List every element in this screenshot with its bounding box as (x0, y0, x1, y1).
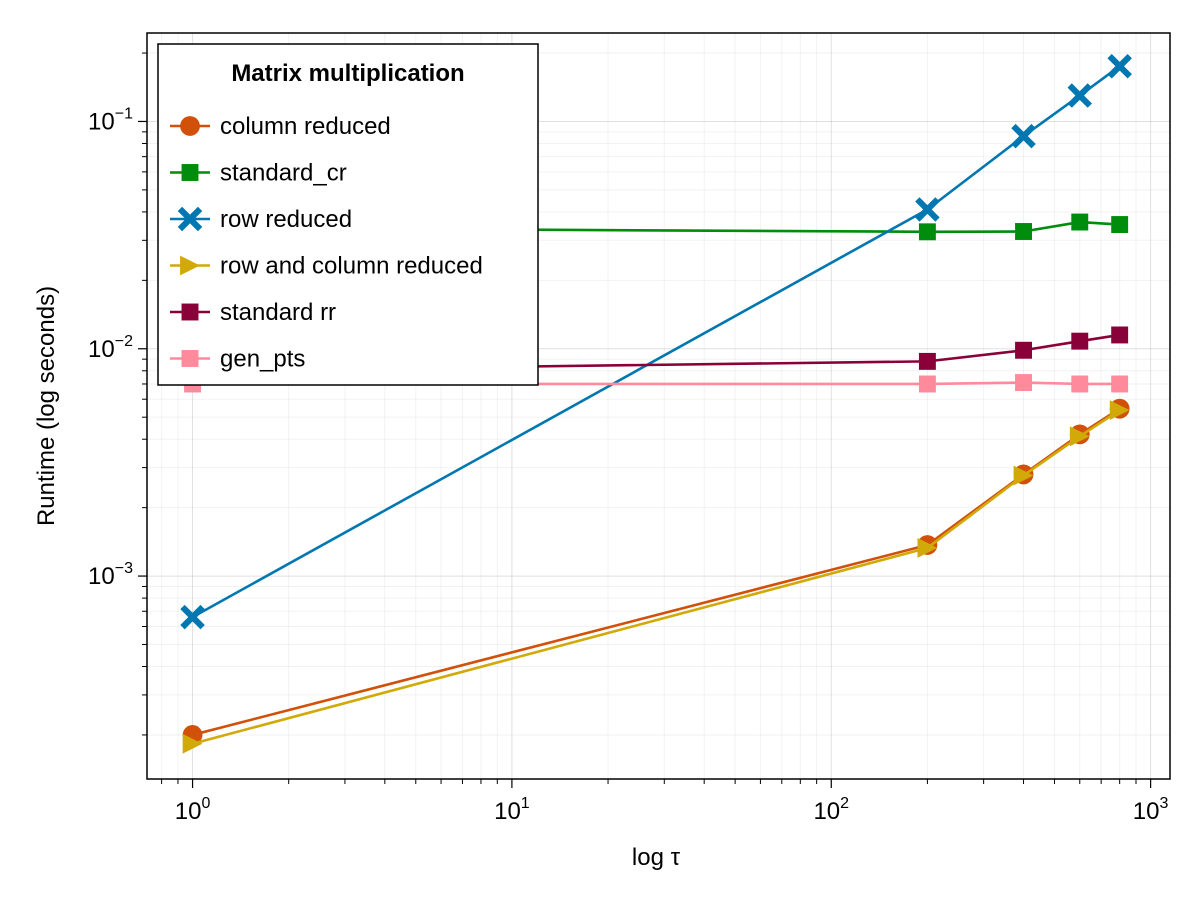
y-axis-label: Runtime (log seconds) (33, 286, 60, 526)
data-point (1111, 375, 1129, 393)
legend-marker (181, 303, 199, 321)
data-point (1071, 332, 1089, 350)
data-point (1111, 326, 1129, 344)
data-point (915, 197, 940, 222)
y-tick-label: 10−1 (88, 105, 133, 135)
legend-label: row and column reduced (220, 253, 483, 280)
data-point (1015, 374, 1032, 392)
x-axis-label: log τ (632, 844, 681, 871)
legend-label: gen_pts (220, 346, 305, 373)
data-point (1109, 400, 1130, 421)
data-point (1015, 223, 1032, 240)
x-tick-label: 100 (175, 795, 211, 825)
data-point (918, 375, 936, 393)
data-point (182, 733, 203, 754)
data-point (918, 352, 936, 370)
legend-item-2: row reduced (170, 206, 352, 233)
x-tick-label: 101 (494, 795, 530, 825)
data-point (1011, 123, 1036, 149)
data-point (1067, 83, 1093, 108)
legend-item-0: column reduced (170, 113, 391, 140)
plot-frame (146, 32, 1171, 780)
legend-item-5: gen_pts (170, 346, 305, 373)
legend-marker (177, 206, 203, 232)
legend-item-3: row and column reduced (170, 253, 483, 280)
series-group (180, 53, 1132, 754)
data-point (1071, 213, 1089, 231)
data-point (1015, 341, 1032, 359)
series-2 (180, 53, 1132, 630)
legend-marker (181, 350, 199, 367)
data-point (1071, 375, 1089, 393)
y-tick-label: 10−2 (88, 333, 133, 363)
legend-marker (181, 164, 199, 181)
data-point (918, 223, 936, 241)
y-tick-label: 10−3 (88, 560, 133, 590)
legend-item-4: standard rr (170, 299, 336, 326)
series-5 (184, 374, 1129, 393)
legend: Matrix multiplication column reduced stan… (157, 43, 539, 386)
legend-label: row reduced (220, 206, 352, 233)
data-point (1111, 216, 1129, 233)
legend-title: Matrix multiplication (231, 60, 464, 87)
axes: 100 101 102 103 10−3 10−2 10−1 (88, 52, 1169, 825)
data-point (1107, 53, 1132, 79)
data-point (1069, 426, 1090, 447)
data-point (1013, 465, 1034, 486)
legend-label: standard rr (220, 299, 336, 326)
legend-label: column reduced (220, 113, 391, 140)
legend-box (157, 43, 539, 386)
legend-item-1: standard_cr (170, 160, 347, 187)
x-tick-label: 102 (813, 795, 849, 825)
legend-marker (180, 116, 200, 136)
data-point (917, 538, 938, 558)
legend-label: standard_cr (220, 160, 347, 187)
series-3 (182, 400, 1130, 754)
data-point (180, 604, 205, 630)
x-tick-label: 103 (1133, 795, 1169, 825)
legend-marker (180, 255, 200, 276)
